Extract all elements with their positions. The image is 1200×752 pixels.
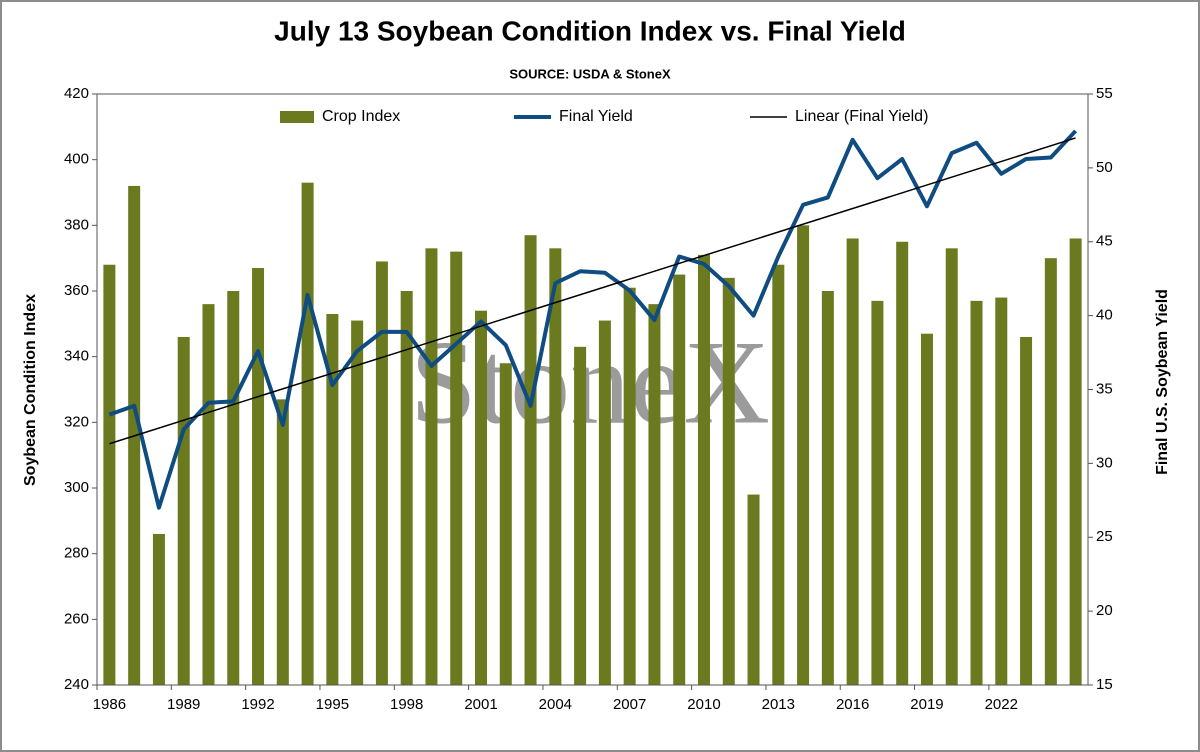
bar [821,291,834,685]
legend-swatch [280,111,314,123]
chart-title: July 13 Soybean Condition Index vs. Fina… [274,15,906,46]
x-tick-label: 2007 [613,696,646,713]
y-tick-label: 240 [64,676,89,693]
bar [425,248,438,686]
y-tick-label: 320 [64,413,89,430]
yield-line [108,129,1078,510]
bar [152,533,165,685]
bar [351,320,364,685]
bar [970,300,983,685]
bar [375,261,388,685]
x-tick-label: 2004 [539,696,572,713]
x-tick-label: 2016 [836,696,869,713]
chart-subtitle: SOURCE: USDA & StoneX [509,66,671,81]
bar [747,494,760,685]
bar [450,251,463,685]
bar [598,320,611,685]
y2-tick-label: 35 [1096,380,1113,397]
y-tick-label: 300 [64,479,89,496]
watermark: StoneX [410,316,770,449]
bar [846,238,859,685]
y2-tick-label: 50 [1096,159,1113,176]
bar [623,287,636,685]
x-tick-label: 2010 [687,696,720,713]
bar [697,254,710,685]
x-tick-label: 1995 [316,696,349,713]
bar [920,333,933,685]
bar [995,297,1008,685]
bar [1069,238,1082,685]
bar [475,310,488,685]
bar [227,291,240,685]
bar [1044,258,1057,685]
y2-tick-label: 20 [1096,602,1113,619]
bar [722,277,735,685]
bar [574,346,587,685]
y-tick-label: 260 [64,610,89,627]
y-tick-label: 280 [64,545,89,562]
y-tick-label: 340 [64,348,89,365]
x-tick-label: 2019 [910,696,943,713]
bar [202,304,215,685]
bar [103,264,116,685]
x-tick-label: 1986 [93,696,126,713]
x-tick-label: 1992 [241,696,274,713]
bar [400,291,413,685]
x-tick-label: 1998 [390,696,423,713]
bar [549,248,562,686]
y-tick-label: 420 [64,85,89,102]
x-tick-label: 2013 [762,696,795,713]
trend-line [109,137,1076,445]
bar [896,241,909,685]
legend-label: Final Yield [559,108,633,125]
y2-tick-label: 55 [1096,85,1113,102]
bar [871,300,884,685]
x-tick-label: 2001 [464,696,497,713]
bar [945,248,958,686]
bar [326,313,339,685]
bar [499,363,512,685]
bar [524,235,537,685]
legend-label: Linear (Final Yield) [795,108,928,125]
bar [177,336,190,685]
y-tick-label: 360 [64,282,89,299]
y2-tick-label: 25 [1096,528,1113,545]
bar [1020,336,1033,685]
y2-tick-label: 30 [1096,454,1113,471]
x-tick-label: 2022 [985,696,1018,713]
bar [673,274,686,685]
y2-tick-label: 15 [1096,676,1113,693]
y2-tick-label: 40 [1096,307,1113,324]
bar [648,304,661,685]
bar [797,225,810,686]
plot-frame [96,93,1089,686]
bar [276,399,289,685]
bar [301,182,314,685]
y2-axis-label: Final U.S. Soybean Yield [1154,289,1171,475]
bar [252,268,265,685]
bar [772,264,785,685]
legend-label: Crop Index [322,108,400,125]
y-axis-label: Soybean Condition Index [22,294,39,486]
y-tick-label: 380 [64,216,89,233]
x-tick-label: 1989 [167,696,200,713]
y2-tick-label: 45 [1096,233,1113,250]
y-tick-label: 400 [64,151,89,168]
